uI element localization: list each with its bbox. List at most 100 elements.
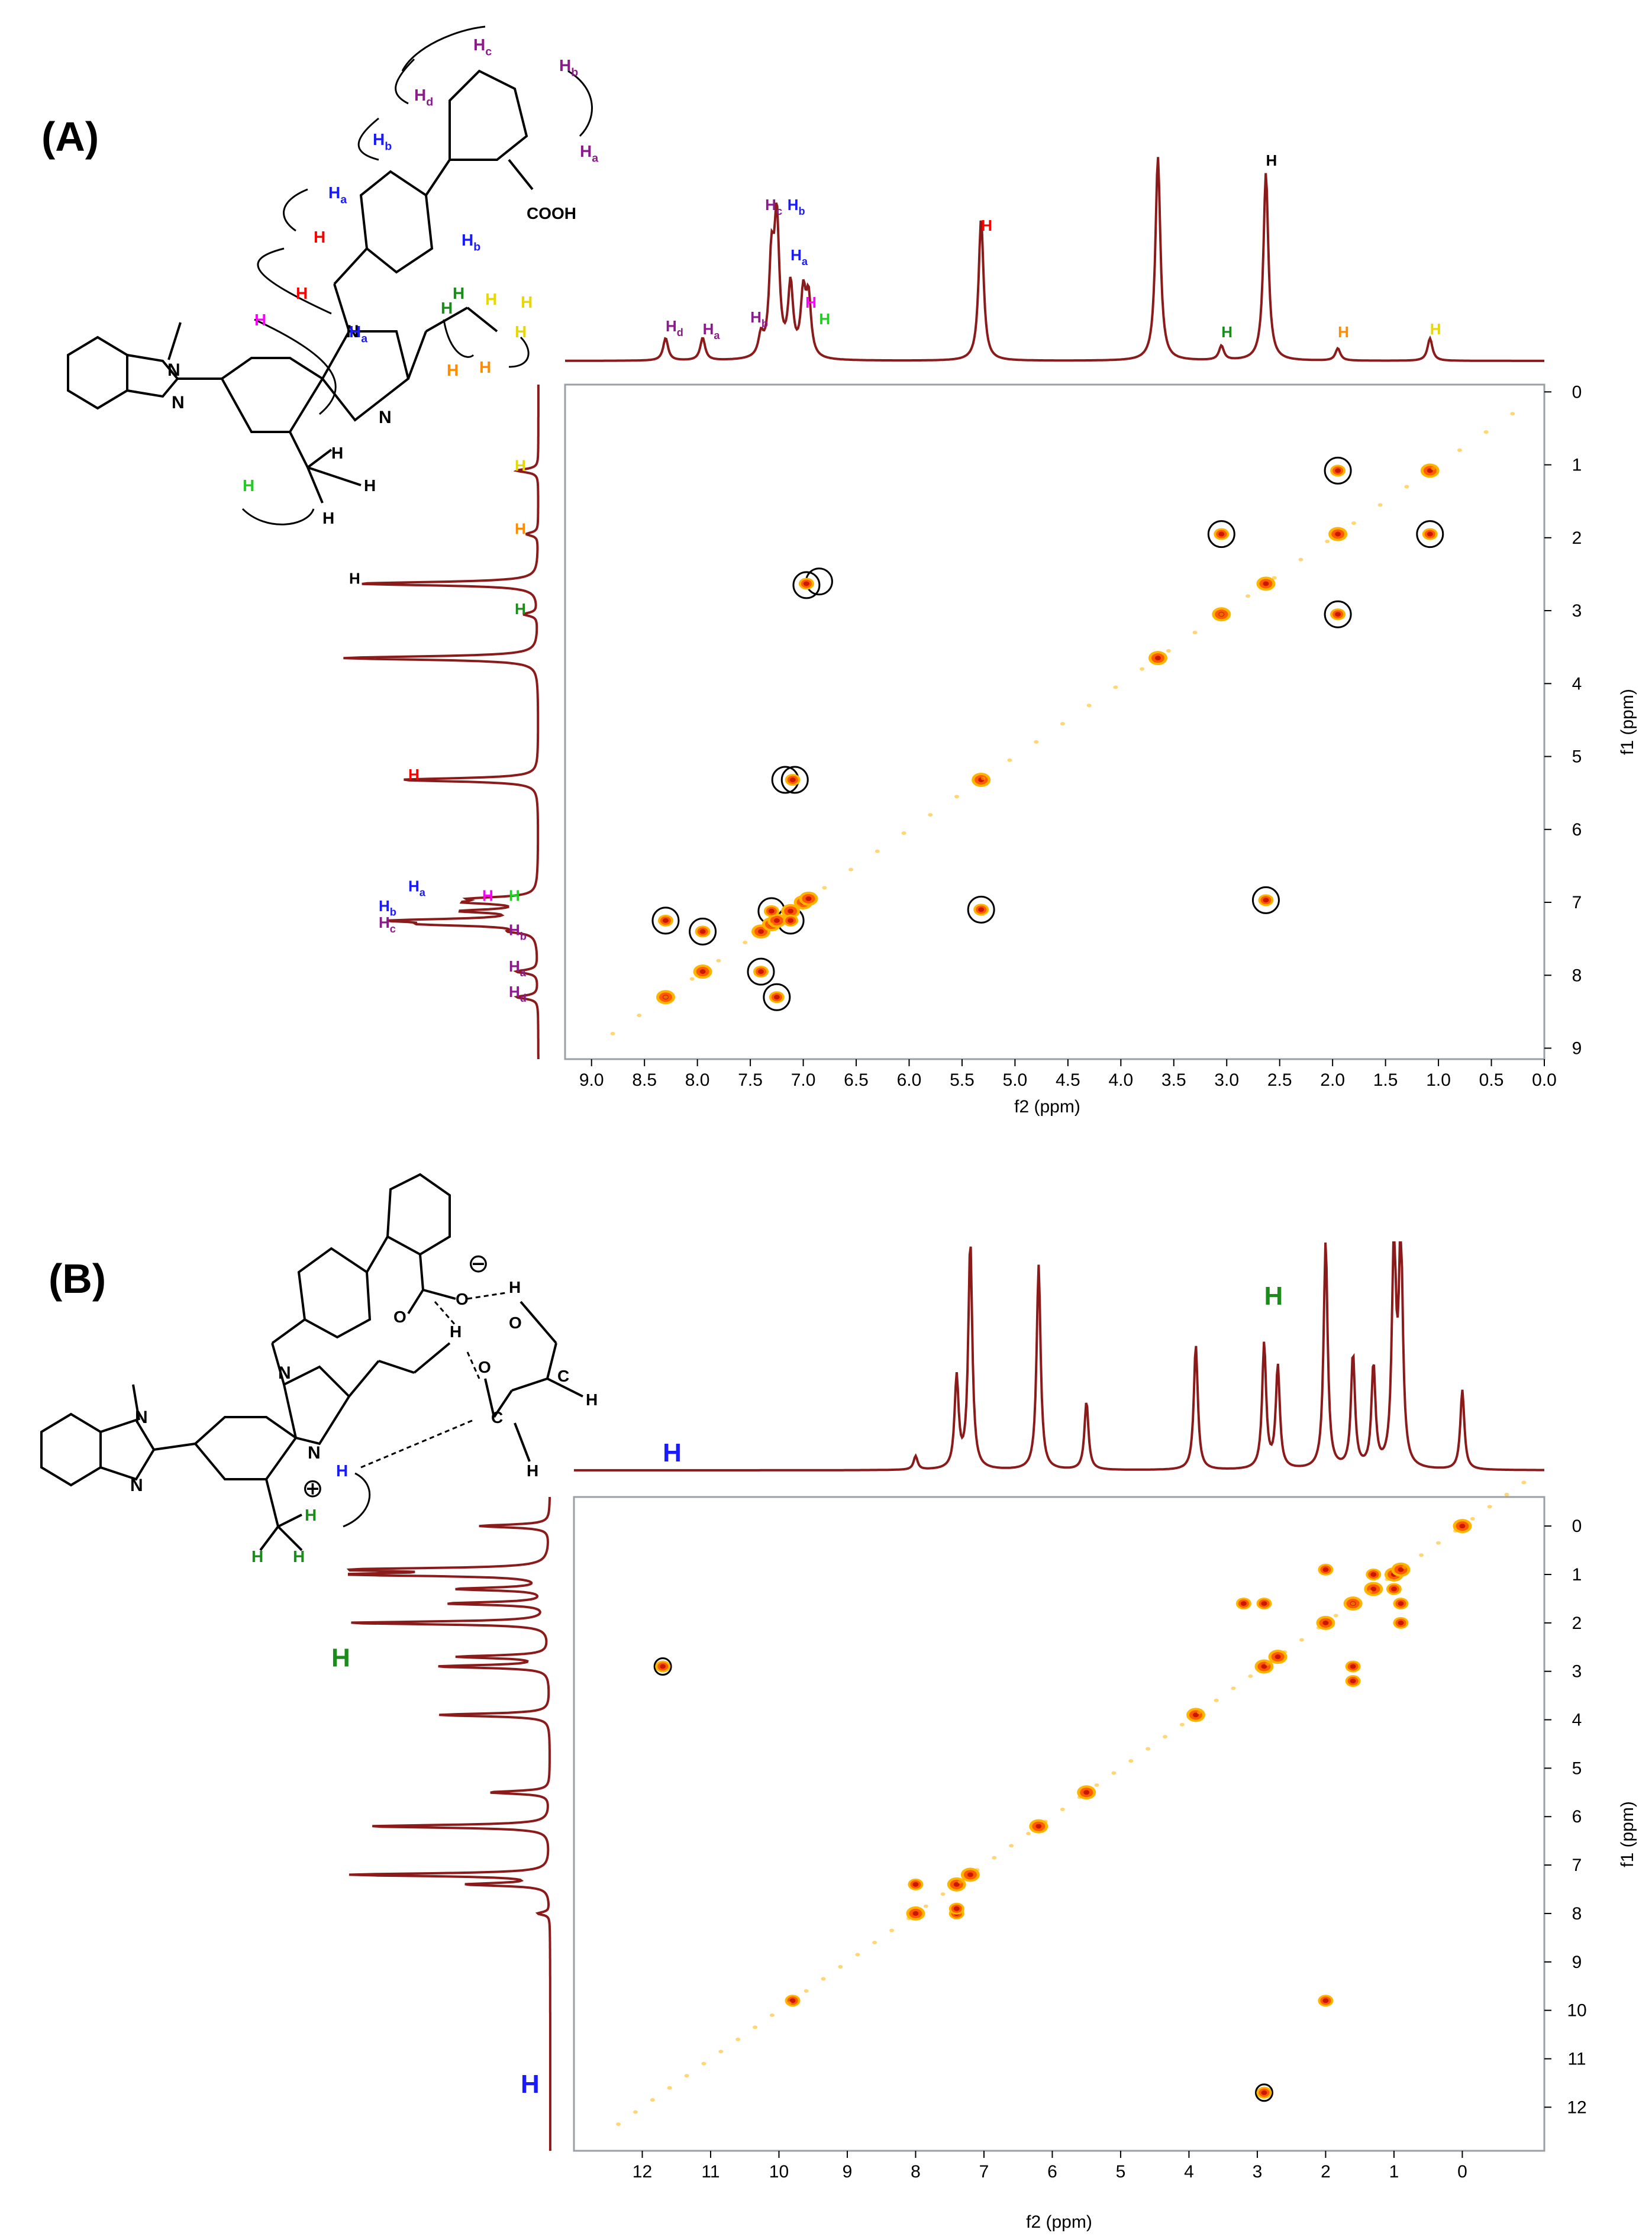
diagonal-trail-b bbox=[1299, 1638, 1304, 1642]
diagonal-trail-a bbox=[1219, 612, 1224, 617]
y-tick-label-b: 6 bbox=[1572, 1807, 1582, 1827]
structure-a-h-label: Hb bbox=[373, 130, 392, 153]
f2-projection-b bbox=[574, 1241, 1544, 1472]
diagonal-trail-b bbox=[1009, 1844, 1014, 1848]
diagonal-trail-a bbox=[637, 1014, 642, 1018]
coupling-arrow-8 bbox=[241, 508, 315, 525]
f2-peak-label-a: H bbox=[1430, 320, 1441, 338]
imidazole-ring-a2 bbox=[321, 330, 410, 422]
diag-peak-core-b bbox=[1459, 1524, 1466, 1529]
diagonal-trail-b bbox=[1077, 1795, 1082, 1799]
cross-peak-core-a bbox=[1218, 531, 1225, 537]
diagonal-trail-a bbox=[1140, 667, 1145, 671]
highlight-circle-a bbox=[792, 571, 821, 599]
diagonal-trail-b bbox=[633, 2110, 638, 2114]
structure-b bbox=[40, 1173, 583, 1551]
x-tick-label-a: 5.5 bbox=[950, 1070, 975, 1090]
diagonal-trail-b bbox=[667, 2086, 672, 2090]
y-tick-label-a: 4 bbox=[1572, 674, 1582, 693]
coupling-arrow-b bbox=[343, 1472, 371, 1528]
diagonal-trail-b bbox=[1385, 1577, 1390, 1582]
biphenyl-bond bbox=[425, 159, 451, 196]
f1-peak-label-b: H bbox=[331, 1643, 350, 1672]
diagonal-trail-b bbox=[1196, 1711, 1202, 1715]
y-tick-label-a: 6 bbox=[1572, 820, 1582, 840]
diagonal-trail-b bbox=[1265, 1662, 1270, 1666]
diagonal-trail-b bbox=[650, 2098, 655, 2102]
x-tick-label-a: 1.5 bbox=[1373, 1070, 1398, 1090]
structure-a-h-label: Hd bbox=[414, 86, 433, 108]
highlight-circle-b bbox=[1254, 2083, 1273, 2102]
maleic-bond-4 bbox=[493, 1389, 513, 1418]
diagonal-trail-b bbox=[1128, 1759, 1134, 1763]
biaryl-bond-b bbox=[153, 1443, 196, 1451]
minus-charge: ⊖ bbox=[467, 1249, 489, 1278]
diagonal-trail-a bbox=[980, 776, 986, 780]
y-axis-label-a: f1 (ppm) bbox=[1618, 689, 1637, 755]
cross-peak-core-b bbox=[1322, 1567, 1329, 1572]
diagonal-trail-a bbox=[954, 795, 959, 799]
biphenyl-bond-b bbox=[366, 1235, 389, 1273]
atom-h-b3: H bbox=[586, 1390, 598, 1409]
atom-o-b2: O bbox=[456, 1290, 469, 1308]
diagonal-trail-b bbox=[992, 1856, 997, 1860]
imidazole-ring-b2 bbox=[282, 1365, 351, 1446]
structure-a-h-label: H bbox=[243, 476, 254, 495]
diag-peak-core-b bbox=[912, 1911, 919, 1916]
f2-peak-label-a: Hb bbox=[750, 308, 768, 330]
cross-peak-core-b bbox=[1322, 1998, 1329, 2003]
panel-label-a: (A) bbox=[41, 114, 99, 160]
diagonal-trail-a bbox=[1034, 740, 1039, 744]
diagonal-trail-b bbox=[1470, 1517, 1475, 1521]
diagonal-trail-b bbox=[786, 2001, 792, 2005]
structure-a-h-label: H bbox=[515, 322, 527, 341]
structure-a-h-label: H bbox=[479, 358, 491, 376]
structure-b-labels: N N N N O O O O C C H H H H ⊖ ⊕ H H H H bbox=[130, 1249, 598, 1566]
carboxylate-bond bbox=[419, 1254, 424, 1290]
diagonal-trail-b bbox=[906, 1916, 911, 1921]
x-tick-label-a: 8.5 bbox=[632, 1070, 657, 1090]
coupling-arrow-2 bbox=[283, 188, 308, 232]
cross-peak-core-b bbox=[789, 1998, 796, 2003]
cross-peak-core-b bbox=[912, 1882, 919, 1887]
diagonal-trail-b bbox=[1043, 1819, 1048, 1824]
y-tick-label-b: 9 bbox=[1572, 1953, 1582, 1972]
highlight-circle-a bbox=[780, 766, 809, 794]
structure-a-h-label: Hb bbox=[559, 56, 578, 79]
f1-peak-label-a: H bbox=[509, 887, 520, 905]
coupling-arrow-9 bbox=[443, 319, 475, 358]
diagonal-trail-b bbox=[975, 1868, 980, 1872]
y-tick-label-b: 12 bbox=[1567, 2098, 1586, 2117]
diagonal-trail-b bbox=[940, 1892, 946, 1896]
x-tick-label-a: 3.5 bbox=[1161, 1070, 1186, 1090]
coupling-arrow-4 bbox=[395, 58, 415, 105]
atom-n-b3: N bbox=[278, 1363, 291, 1383]
structure-a-h-label: H bbox=[441, 299, 453, 317]
x-tick-label-a: 0.0 bbox=[1532, 1070, 1557, 1090]
highlight-circle-a bbox=[1207, 520, 1235, 548]
diagonal-trail-a bbox=[1298, 557, 1303, 562]
diagonal-trail-a bbox=[875, 849, 880, 853]
diagonal-trail-b bbox=[872, 1941, 877, 1945]
diagonal-trail-b bbox=[1333, 1614, 1338, 1618]
atom-h-b1: H bbox=[509, 1278, 521, 1296]
diagonal-trail-b bbox=[838, 1964, 843, 1969]
diagonal-trail-b bbox=[753, 2025, 758, 2029]
diag-peak-core-a bbox=[805, 896, 812, 901]
diagonal-trail-b bbox=[1453, 1529, 1458, 1533]
panel-label-b: (B) bbox=[49, 1256, 106, 1302]
methyl-h-b2 bbox=[277, 1525, 303, 1551]
diagonal-trail-a bbox=[928, 813, 933, 817]
cooh-label: COOH bbox=[527, 204, 576, 222]
atom-o-b3: O bbox=[509, 1314, 522, 1332]
atom-o-b1: O bbox=[393, 1308, 406, 1326]
imidazole-ring-b1 bbox=[99, 1418, 156, 1481]
x-tick-label-a: 7.0 bbox=[791, 1070, 816, 1090]
f2-peak-label-b: H bbox=[1264, 1282, 1283, 1311]
x-tick-label-a: 6.5 bbox=[844, 1070, 869, 1090]
f2-peak-label-a: H bbox=[805, 293, 817, 311]
diagonal-trail-a bbox=[1192, 631, 1198, 635]
cross-peak-core-a bbox=[789, 777, 796, 782]
diagonal-trail-a bbox=[1510, 412, 1515, 416]
cross-peak-core-b bbox=[1398, 1620, 1404, 1625]
